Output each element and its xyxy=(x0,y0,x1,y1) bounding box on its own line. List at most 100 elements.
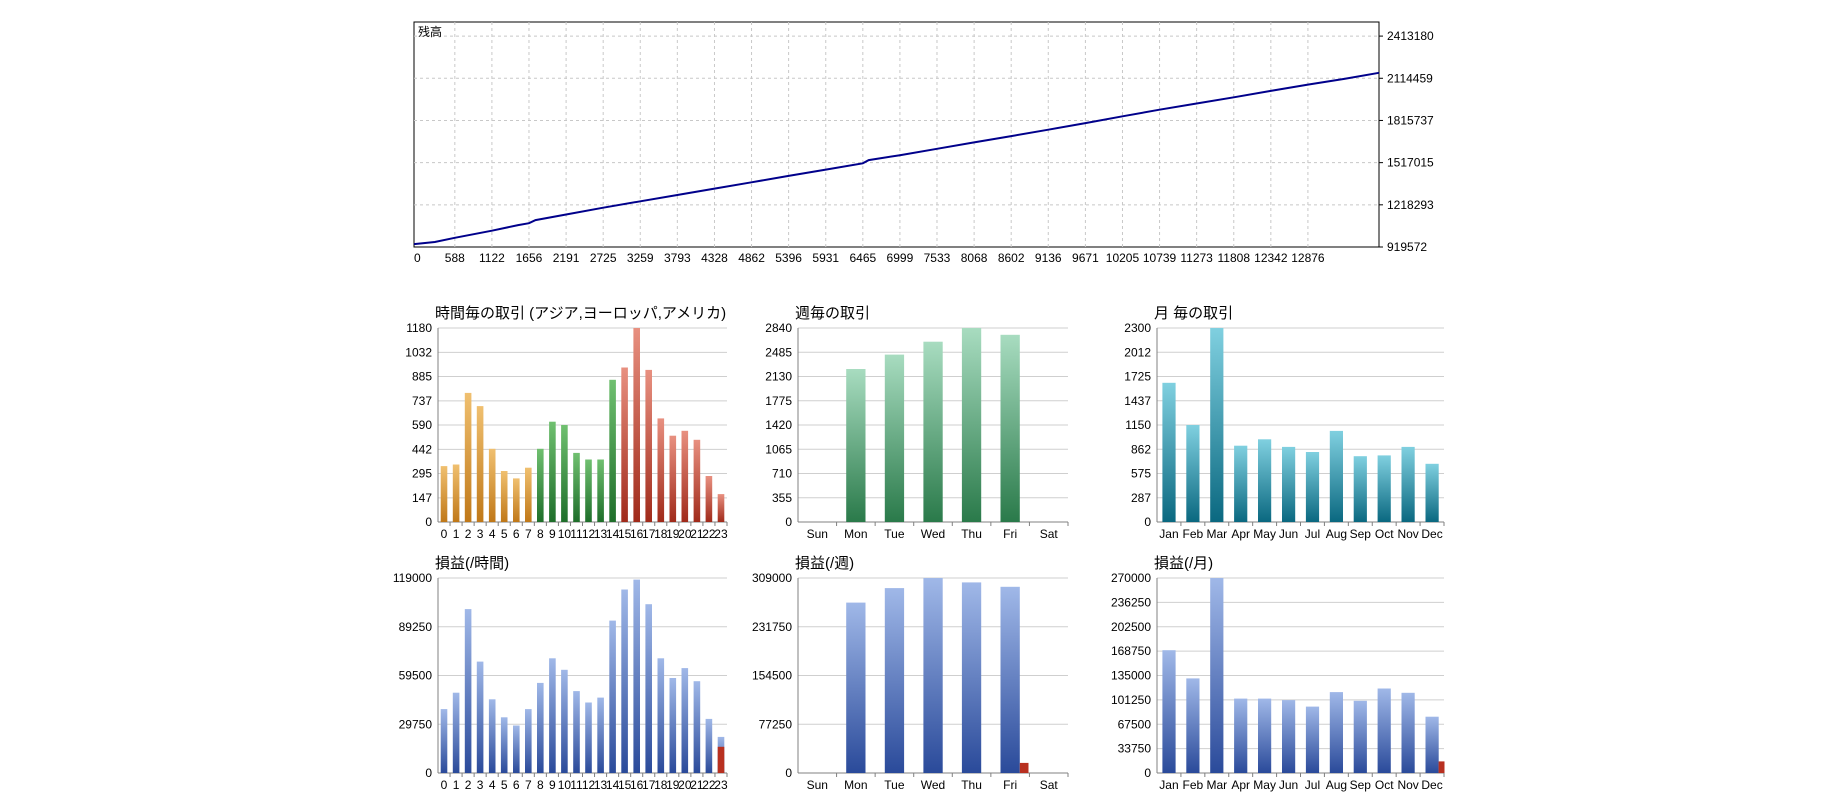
monthly-trades-x-tick: Dec xyxy=(1421,527,1442,541)
monthly-trades-chart: 月 毎の取引 0 287 575 862 1150 1437 1725 2012 2300 Jan F… xyxy=(1124,305,1445,541)
hourly-trades-x-tick: 20 xyxy=(678,527,692,541)
balance-x-tick: 6999 xyxy=(887,251,914,265)
weekly-trades-x-tick: Thu xyxy=(961,527,982,541)
hourly-profit-bar xyxy=(681,668,689,773)
monthly-trades-y-tick: 2300 xyxy=(1124,321,1151,335)
monthly-profit-bar xyxy=(1353,700,1367,773)
balance-x-tick: 7533 xyxy=(924,251,951,265)
monthly-trades-x-tick: Mar xyxy=(1206,527,1227,541)
monthly-profit-y-tick: 101250 xyxy=(1111,693,1151,707)
hourly-trades-bar xyxy=(657,418,665,522)
hourly-profit-x-tick: 18 xyxy=(654,778,668,792)
weekly-profit-loss-bar xyxy=(1019,762,1029,773)
monthly-trades-x-tick: Aug xyxy=(1326,527,1347,541)
weekly-trades-y-tick: 710 xyxy=(772,467,792,481)
hourly-trades-bar xyxy=(573,452,580,522)
hourly-profit-x-tick: 1 xyxy=(453,778,460,792)
balance-x-tick: 588 xyxy=(445,251,465,265)
monthly-profit-bar xyxy=(1282,700,1296,773)
hourly-profit-x-tick: 12 xyxy=(582,778,596,792)
hourly-trades-bar xyxy=(500,471,508,522)
hourly-profit-bar xyxy=(669,678,677,773)
weekly-trades-y-tick: 2485 xyxy=(765,345,792,359)
balance-x-tick: 3793 xyxy=(664,251,691,265)
monthly-trades-bar xyxy=(1401,446,1415,522)
monthly-trades-x-tick: Oct xyxy=(1375,527,1394,541)
hourly-profit-bar xyxy=(585,702,592,773)
weekly-trades-x-tick: Wed xyxy=(921,527,945,541)
hourly-trades-bar xyxy=(513,478,520,522)
hourly-profit-title: 損益(/時間) xyxy=(435,555,509,572)
hourly-trades-y-tick: 295 xyxy=(412,467,432,481)
monthly-profit-y-tick: 33750 xyxy=(1118,742,1152,756)
hourly-profit-bar xyxy=(488,699,496,773)
monthly-profit-chart: 損益(/月) 0 33750 67500 101250 135000 168750 20250… xyxy=(1111,555,1445,792)
hourly-trades-y-tick: 0 xyxy=(425,515,432,529)
hourly-trades-bar xyxy=(633,328,640,522)
hourly-trades-x-tick: 17 xyxy=(642,527,656,541)
monthly-profit-y-tick: 0 xyxy=(1144,766,1151,780)
hourly-trades-y-tick: 885 xyxy=(412,370,432,384)
hourly-trades-x-tick: 1 xyxy=(453,527,460,541)
hourly-trades-bar xyxy=(464,392,472,522)
weekly-profit-y-tick: 309000 xyxy=(752,571,792,585)
balance-x-tick: 10739 xyxy=(1143,251,1177,265)
weekly-profit-bar xyxy=(846,602,866,773)
weekly-profit-x-tick: Tue xyxy=(884,778,905,792)
hourly-trades-bar xyxy=(669,435,677,522)
hourly-profit-x-tick: 8 xyxy=(537,778,544,792)
hourly-trades-title: 時間毎の取引 (アジア,ヨーロッパ,アメリカ) xyxy=(435,305,726,322)
weekly-profit-x-tick: Fri xyxy=(1003,778,1017,792)
balance-x-tick: 8068 xyxy=(961,251,988,265)
hourly-profit-x-tick: 19 xyxy=(666,778,680,792)
hourly-trades-x-tick: 12 xyxy=(582,527,596,541)
balance-x-tick: 1122 xyxy=(479,251,505,265)
balance-x-tick: 11808 xyxy=(1218,251,1251,265)
hourly-trades-x-tick: 23 xyxy=(714,527,728,541)
hourly-profit-x-tick: 15 xyxy=(618,778,632,792)
monthly-trades-x-tick: Feb xyxy=(1183,527,1204,541)
hourly-trades-x-tick: 2 xyxy=(465,527,472,541)
monthly-profit-x-tick: Dec xyxy=(1421,778,1442,792)
weekly-trades-bar xyxy=(923,341,943,522)
hourly-trades-bar xyxy=(693,439,701,522)
hourly-profit-x-tick: 21 xyxy=(690,778,704,792)
monthly-trades-bar xyxy=(1377,455,1391,522)
monthly-profit-y-tick: 135000 xyxy=(1111,669,1151,683)
weekly-profit-x-tick: Mon xyxy=(844,778,867,792)
hourly-profit-y-tick: 119000 xyxy=(393,571,432,585)
hourly-trades-chart: 時間毎の取引 (アジア,ヨーロッパ,アメリカ)01472954425907378… xyxy=(405,305,728,541)
hourly-trades-bar xyxy=(452,464,460,522)
hourly-profit-x-tick: 5 xyxy=(501,778,508,792)
monthly-profit-bar xyxy=(1329,692,1343,773)
weekly-trades-bar xyxy=(961,328,982,522)
monthly-trades-y-tick: 862 xyxy=(1131,442,1151,456)
monthly-trades-bar xyxy=(1186,425,1200,522)
hourly-profit-bar xyxy=(693,681,701,773)
hourly-trades-x-tick: 16 xyxy=(630,527,644,541)
hourly-profit-bar xyxy=(464,609,472,773)
balance-x-tick: 11273 xyxy=(1180,251,1213,265)
hourly-profit-x-tick: 9 xyxy=(549,778,556,792)
hourly-trades-x-tick: 8 xyxy=(537,527,544,541)
balance-x-tick: 12342 xyxy=(1254,251,1288,265)
monthly-profit-bar xyxy=(1425,716,1439,773)
hourly-trades-bar xyxy=(645,369,652,522)
balance-y-tick: 1218293 xyxy=(1387,198,1434,212)
balance-x-tick: 10205 xyxy=(1106,251,1140,265)
balance-y-tick: 2114459 xyxy=(1387,71,1433,85)
balance-plot-frame xyxy=(413,21,1380,248)
hourly-profit-bar xyxy=(609,620,616,773)
monthly-profit-x-tick: May xyxy=(1253,778,1276,792)
monthly-trades-bar xyxy=(1210,328,1224,522)
hourly-profit-bar xyxy=(633,579,640,773)
weekly-trades-y-tick: 1775 xyxy=(765,394,792,408)
balance-x-tick: 9136 xyxy=(1035,251,1062,265)
hourly-trades-bar xyxy=(440,466,448,522)
hourly-trades-x-tick: 22 xyxy=(702,527,716,541)
balance-x-tick: 1656 xyxy=(516,251,543,265)
hourly-profit-x-tick: 4 xyxy=(489,778,496,792)
hourly-trades-bar xyxy=(597,459,604,522)
monthly-trades-y-tick: 2012 xyxy=(1124,345,1151,359)
